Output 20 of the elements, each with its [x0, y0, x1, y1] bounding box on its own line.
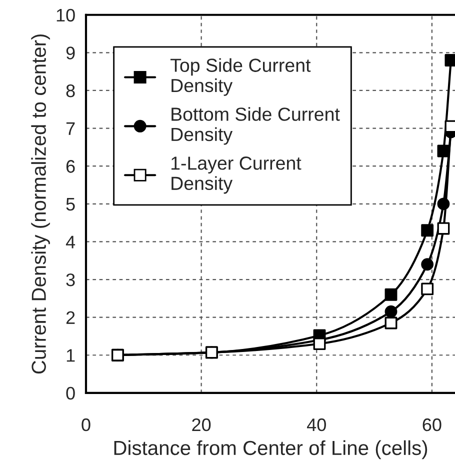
y-axis-title: Current Density (normalized to center) [31, 34, 50, 374]
y-tick-label: 7 [66, 122, 75, 135]
y-tick-label: 9 [66, 46, 75, 60]
y-tick-label: 8 [66, 84, 75, 98]
x-tick-label: 40 [306, 418, 326, 432]
y-tick-label: 10 [56, 8, 75, 22]
y-tick-label: 5 [66, 198, 75, 211]
y-tick-label: 2 [66, 311, 75, 324]
y-tick-label: 6 [66, 160, 75, 173]
legend-label: 1-Layer Current Density [172, 156, 302, 194]
legend-label: Bottom Side Current Density [172, 107, 340, 145]
y-tick-label: 4 [66, 236, 76, 248]
x-tick-label: 60 [422, 418, 442, 432]
y-tick-label: 3 [66, 273, 75, 286]
x-axis-title: Distance from Center of Line (cells) [114, 440, 428, 460]
x-tick-label: 0 [82, 418, 90, 432]
y-tick-label: 0 [66, 386, 75, 400]
x-tick-label: 20 [192, 418, 211, 432]
legend-label: Top Side Current Density [170, 58, 311, 96]
y-tick-label: 1 [66, 349, 75, 362]
